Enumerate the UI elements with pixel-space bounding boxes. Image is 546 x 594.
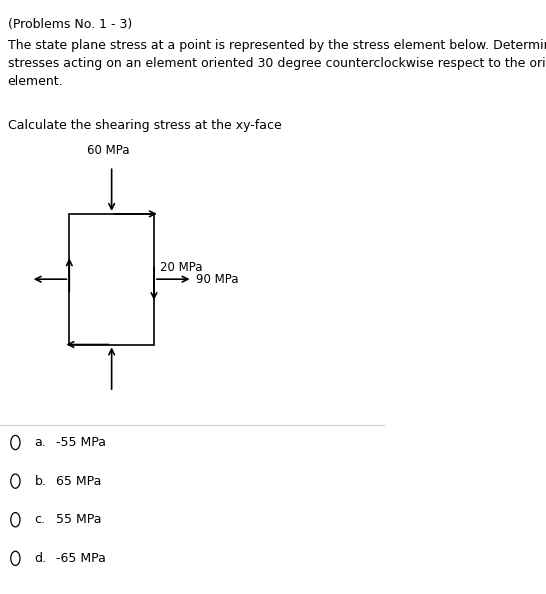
Text: -65 MPa: -65 MPa — [56, 552, 106, 565]
Text: (Problems No. 1 - 3): (Problems No. 1 - 3) — [8, 18, 132, 31]
Text: 90 MPa: 90 MPa — [197, 273, 239, 286]
Text: 60 MPa: 60 MPa — [86, 144, 129, 157]
Text: c.: c. — [34, 513, 46, 526]
Text: 20 MPa: 20 MPa — [160, 261, 202, 274]
Text: b.: b. — [34, 475, 46, 488]
Text: -55 MPa: -55 MPa — [56, 436, 106, 449]
Text: a.: a. — [34, 436, 46, 449]
Text: 55 MPa: 55 MPa — [56, 513, 102, 526]
Text: 65 MPa: 65 MPa — [56, 475, 101, 488]
Text: Calculate the shearing stress at the xy-face: Calculate the shearing stress at the xy-… — [8, 119, 281, 132]
Text: The state plane stress at a point is represented by the stress element below. De: The state plane stress at a point is rep… — [8, 39, 546, 87]
Bar — [69, 214, 154, 345]
Text: d.: d. — [34, 552, 46, 565]
